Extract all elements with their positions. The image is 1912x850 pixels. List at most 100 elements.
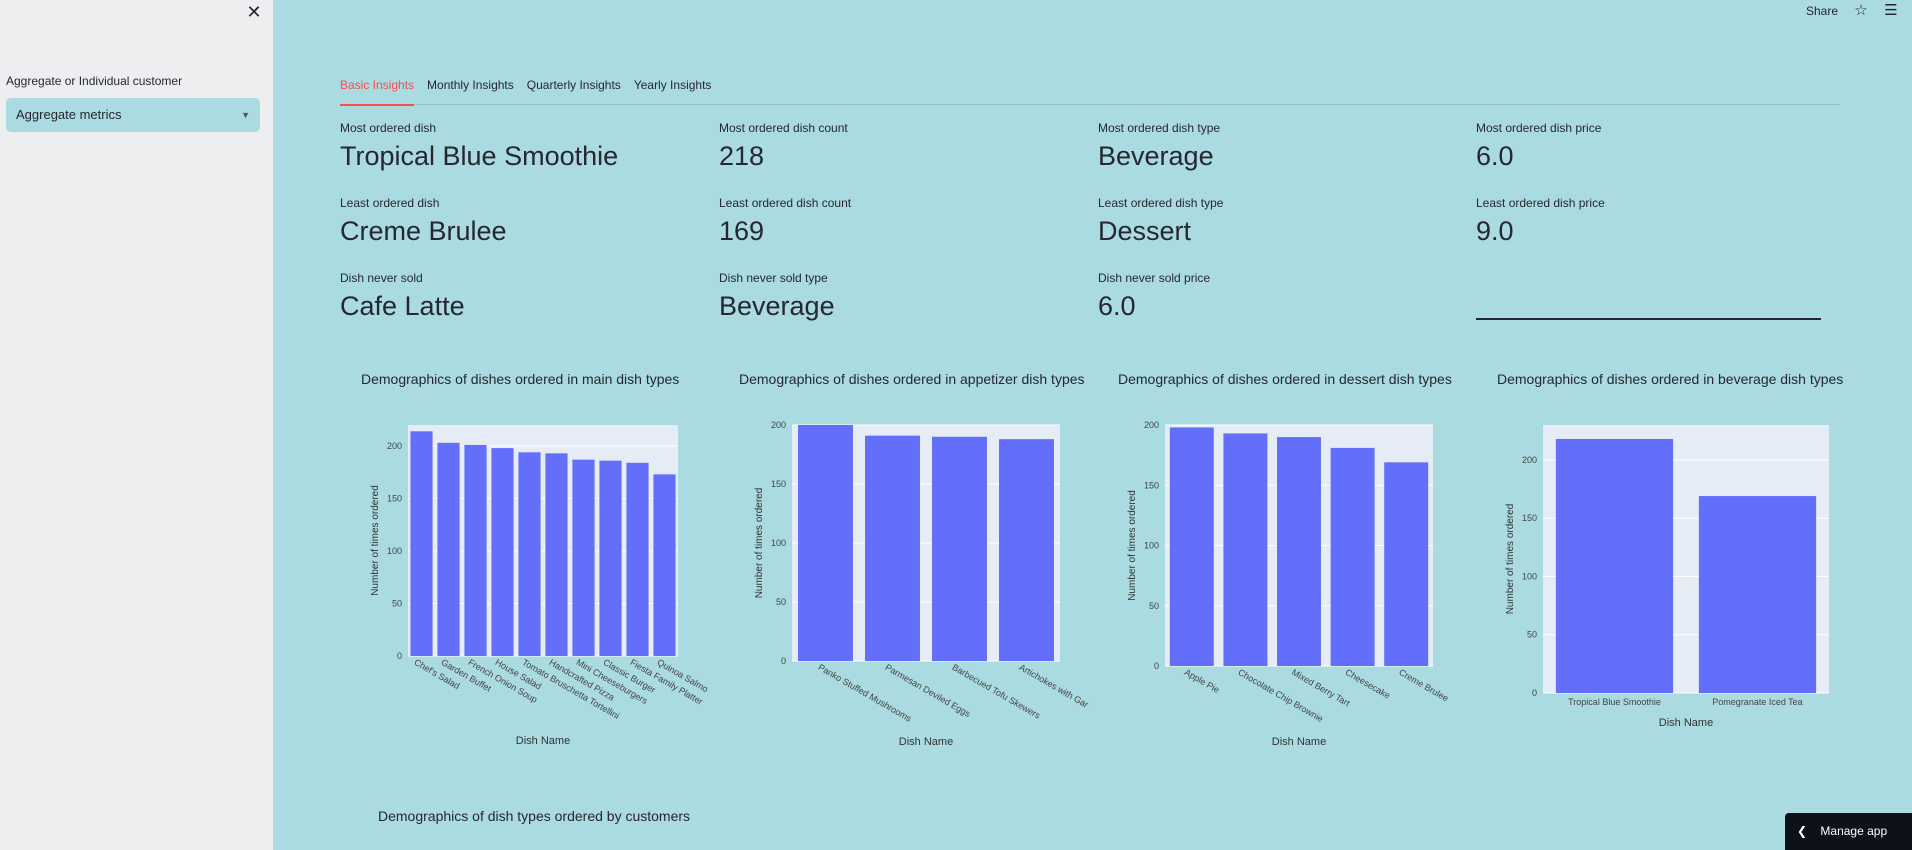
bar[interactable] — [932, 436, 987, 661]
metric-most-ordered-dish-count: Most ordered dish count 218 — [719, 121, 848, 172]
metric-label: Least ordered dish count — [719, 196, 852, 210]
metric-value: Tropical Blue Smoothie — [340, 141, 619, 171]
metric-label: Most ordered dish count — [719, 121, 848, 135]
bar[interactable] — [518, 452, 541, 656]
bar[interactable] — [1698, 496, 1817, 693]
tab-quarterly-insights[interactable]: Quarterly Insights — [526, 78, 621, 92]
bar[interactable] — [1277, 437, 1321, 666]
y-tick-label: 150 — [1522, 513, 1537, 523]
chart-title-appetizer: Demographics of dishes ordered in appeti… — [739, 371, 1085, 387]
metric-label: Least ordered dish type — [1098, 196, 1224, 210]
chart-title-beverage: Demographics of dishes ordered in bevera… — [1497, 371, 1844, 387]
bar[interactable] — [572, 459, 595, 656]
metric-label: Most ordered dish — [340, 121, 437, 135]
metric-value: 9.0 — [1476, 216, 1514, 246]
bar[interactable] — [798, 425, 853, 661]
y-tick-label: 150 — [1144, 480, 1159, 490]
x-axis-title: Dish Name — [1272, 736, 1326, 748]
metric-least-ordered-dish-count: Least ordered dish count 169 — [719, 196, 851, 247]
metric-value: Cafe Latte — [340, 291, 465, 321]
metric-dish-never-sold-price: Dish never sold price 6.0 — [1098, 271, 1210, 322]
bar[interactable] — [1223, 433, 1268, 666]
metric-dish-never-sold: Dish never sold Cafe Latte — [340, 271, 465, 322]
metric-label: Dish never sold type — [719, 271, 828, 285]
bar[interactable] — [437, 442, 460, 656]
customer-mode-select-value: Aggregate metrics — [16, 107, 122, 122]
metric-label: Least ordered dish — [340, 196, 440, 210]
x-axis-title: Dish Name — [1659, 717, 1713, 729]
y-axis-title: Number of times ordered — [754, 488, 765, 599]
bar[interactable] — [464, 444, 487, 656]
y-tick-label: 100 — [1144, 541, 1159, 551]
metric-value: Creme Brulee — [340, 216, 507, 246]
customer-mode-label: Aggregate or Individual customer — [6, 74, 183, 88]
header-actions: Share ☆ ☰ — [1806, 0, 1912, 22]
y-tick-label: 200 — [1144, 420, 1159, 430]
y-tick-label: 200 — [771, 420, 786, 430]
metric-label: Least ordered dish price — [1476, 196, 1605, 210]
insights-tabs: Basic Insights Monthly Insights Quarterl… — [340, 78, 1840, 106]
customer-mode-select[interactable]: Aggregate metrics ▼ — [6, 98, 260, 132]
x-tick-label: Cheesecake — [1344, 667, 1392, 701]
chart-beverage-dishes: 0 50 100 150 200 Tropical Blue Smoothie Pomegr… — [1505, 425, 1829, 729]
star-icon[interactable]: ☆ — [1854, 2, 1868, 19]
metric-most-ordered-dish-type: Most ordered dish type Beverage — [1098, 121, 1220, 172]
x-tick-label: Tropical Blue Smoothie — [1568, 697, 1661, 707]
bar[interactable] — [865, 435, 920, 661]
x-tick-label: Creme Brulee — [1397, 667, 1450, 703]
bar[interactable] — [999, 439, 1054, 661]
bar[interactable] — [410, 431, 433, 656]
y-axis-title: Number of times ordered — [1505, 504, 1516, 615]
y-tick-label: 50 — [1527, 630, 1537, 640]
bar[interactable] — [599, 460, 622, 656]
metric-value: Beverage — [1098, 141, 1214, 171]
y-tick-label: 50 — [1149, 601, 1159, 611]
hamburger-menu-icon[interactable]: ☰ — [1884, 2, 1898, 19]
y-tick-label: 100 — [387, 546, 402, 556]
metrics-divider — [1476, 318, 1821, 320]
bar[interactable] — [626, 462, 649, 656]
metric-dish-never-sold-type: Dish never sold type Beverage — [719, 271, 835, 322]
metric-value: 218 — [719, 141, 765, 171]
bar[interactable] — [1169, 427, 1214, 666]
metric-label: Dish never sold — [340, 271, 423, 285]
y-axis-title: Number of times ordered — [1127, 490, 1138, 601]
tab-yearly-insights[interactable]: Yearly Insights — [633, 78, 712, 92]
bar[interactable] — [1330, 447, 1375, 666]
chart-title-dessert: Demographics of dishes ordered in desser… — [1118, 371, 1452, 387]
bar[interactable] — [491, 448, 514, 656]
metric-least-ordered-dish-price: Least ordered dish price 9.0 — [1476, 196, 1605, 247]
metric-value: 169 — [719, 216, 765, 246]
close-icon[interactable]: ✕ — [246, 2, 262, 22]
metric-most-ordered-dish: Most ordered dish Tropical Blue Smoothie — [340, 121, 618, 172]
tab-basic-insights[interactable]: Basic Insights — [340, 78, 415, 106]
tab-monthly-insights[interactable]: Monthly Insights — [427, 78, 514, 92]
share-button[interactable]: Share — [1805, 4, 1838, 18]
metric-value: 6.0 — [1098, 291, 1136, 321]
bar[interactable] — [1555, 438, 1674, 693]
y-tick-label: 0 — [397, 651, 402, 661]
dish-types-by-customers-title: Demographics of dish types ordered by cu… — [378, 808, 691, 824]
manage-app-button[interactable]: ❮ Manage app — [1785, 813, 1912, 850]
x-axis-title: Dish Name — [516, 735, 570, 747]
sidebar: ✕ Aggregate or Individual customer Aggre… — [0, 0, 273, 850]
metric-value: Dessert — [1098, 216, 1192, 246]
bar[interactable] — [545, 453, 568, 656]
y-tick-label: 100 — [1522, 571, 1537, 581]
y-tick-label: 0 — [781, 656, 786, 666]
chevron-left-icon: ❮ — [1797, 824, 1808, 838]
x-tick-label: Apple Pie — [1183, 667, 1221, 695]
y-tick-label: 0 — [1532, 688, 1537, 698]
bar[interactable] — [653, 474, 676, 656]
bar[interactable] — [1384, 462, 1429, 666]
y-tick-label: 150 — [771, 479, 786, 489]
x-tick-label: Artichokes with Gar — [1018, 662, 1091, 710]
metric-label: Most ordered dish price — [1476, 121, 1602, 135]
metric-label: Most ordered dish type — [1098, 121, 1221, 135]
manage-app-label: Manage app — [1820, 824, 1888, 838]
y-tick-label: 150 — [387, 494, 402, 504]
metric-least-ordered-dish: Least ordered dish Creme Brulee — [340, 196, 507, 247]
